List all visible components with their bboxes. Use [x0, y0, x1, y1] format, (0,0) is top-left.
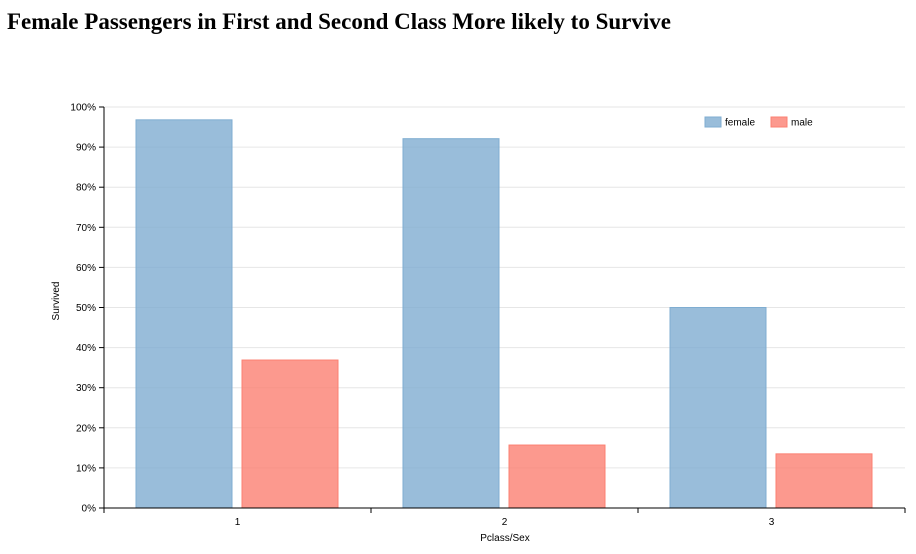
y-tick-label: 50% — [76, 303, 96, 314]
legend-label-female: female — [725, 118, 755, 129]
y-tick-label: 0% — [82, 504, 97, 515]
y-tick-label: 100% — [70, 103, 96, 114]
bars — [135, 119, 873, 509]
legend-swatch-male — [770, 116, 788, 128]
x-axis: 1 2 3 — [103, 507, 906, 528]
bar-male-class-3 — [775, 453, 873, 509]
x-tick-label: 1 — [235, 517, 241, 528]
y-tick-label: 70% — [76, 223, 96, 234]
y-tick-label: 80% — [76, 183, 96, 194]
y-tick-label: 60% — [76, 263, 96, 274]
gridlines — [104, 106, 905, 469]
y-tick-label: 20% — [76, 423, 96, 434]
legend-label-male: male — [791, 118, 813, 129]
legend: female male — [704, 116, 813, 129]
y-axis: 0% 10% 20% 30% 40% 50% 60% 70% 80% 90% 100% — [70, 103, 105, 515]
y-tick-label: 10% — [76, 463, 96, 474]
bar-male-class-2 — [508, 444, 606, 509]
bar-female-class-2 — [402, 138, 500, 509]
chart-title: Female Passengers in First and Second Cl… — [7, 9, 671, 34]
y-tick-label: 30% — [76, 383, 96, 394]
y-tick-label: 90% — [76, 143, 96, 154]
x-tick-label: 2 — [502, 517, 508, 528]
y-tick-label: 40% — [76, 343, 96, 354]
x-axis-title: Pclass/Sex — [480, 533, 529, 544]
y-axis-title: Survived — [51, 282, 62, 321]
legend-swatch-female — [704, 116, 722, 128]
bar-female-class-1 — [135, 119, 233, 509]
bar-female-class-3 — [669, 307, 767, 509]
x-tick-label: 3 — [769, 517, 775, 528]
bar-male-class-1 — [241, 359, 339, 509]
